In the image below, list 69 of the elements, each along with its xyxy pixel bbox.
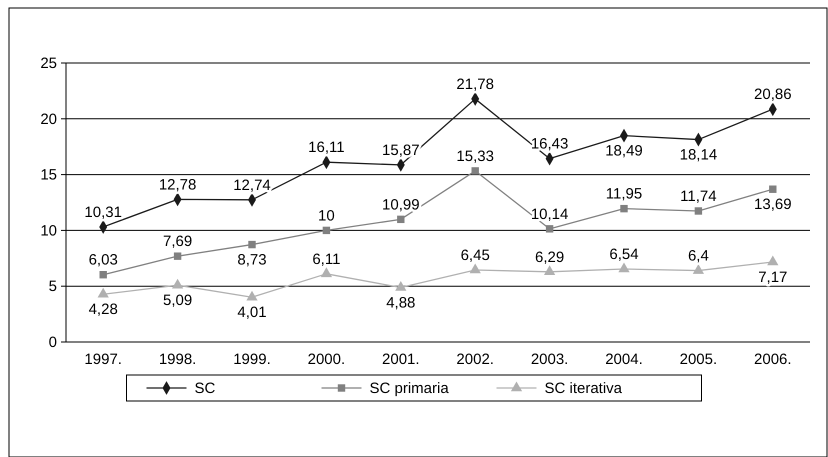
data-label: 4,28 — [88, 301, 118, 318]
data-label: 12,78 — [158, 176, 196, 194]
x-tick-label: 2005. — [680, 351, 718, 368]
data-label: 4,01 — [237, 304, 267, 322]
point — [248, 240, 256, 248]
y-tick-label: 15 — [40, 166, 57, 184]
point — [546, 225, 554, 233]
point — [620, 204, 628, 212]
data-label: 7,17 — [758, 268, 788, 286]
y-tick-label: 25 — [40, 55, 57, 72]
data-label: 6,29 — [535, 248, 564, 266]
data-label: 16,43 — [530, 136, 568, 153]
data-label: 21,78 — [456, 76, 494, 93]
y-tick-label: 5 — [48, 278, 57, 296]
x-tick-label: 1998. — [158, 351, 196, 368]
data-label: 13,69 — [754, 196, 792, 214]
data-label: 4,88 — [386, 294, 416, 312]
data-label: 10 — [318, 207, 335, 224]
point — [320, 267, 332, 278]
legend-label: SC primaria — [370, 380, 450, 397]
data-label: 10,14 — [530, 206, 568, 223]
data-label: 7,69 — [163, 233, 192, 250]
x-tick-label: 2001. — [382, 351, 420, 368]
data-label: 10,99 — [382, 196, 420, 214]
point — [544, 265, 556, 276]
y-tick-label: 10 — [40, 222, 57, 240]
point — [769, 186, 777, 193]
point — [172, 278, 184, 288]
point — [395, 281, 406, 291]
data-label: 10,31 — [84, 204, 122, 221]
point — [694, 207, 702, 215]
data-label: 6,45 — [460, 247, 490, 264]
data-label: 11,74 — [680, 188, 717, 205]
data-label: 6,4 — [688, 248, 709, 265]
y-tick-label: 0 — [48, 334, 57, 351]
point — [174, 252, 182, 260]
x-tick-label: 1999. — [233, 351, 271, 368]
data-label: 18,14 — [680, 146, 718, 164]
x-tick-label: 2003. — [530, 351, 568, 368]
point — [246, 290, 258, 300]
data-label: 6,54 — [609, 246, 639, 264]
point — [767, 255, 778, 266]
legend-label: SC — [194, 380, 216, 397]
data-label: 20,86 — [754, 86, 792, 104]
x-tick-label: 2002. — [456, 351, 494, 368]
point — [397, 216, 405, 224]
data-label: 6,03 — [88, 252, 118, 269]
point — [470, 264, 481, 274]
point — [692, 264, 704, 274]
legend-label: SC iterativa — [544, 380, 623, 397]
point — [98, 288, 109, 298]
x-tick-label: 2000. — [308, 351, 346, 368]
point — [471, 167, 479, 175]
data-label: 16,11 — [308, 139, 345, 156]
x-tick-label: 2004. — [605, 351, 643, 368]
y-tick-label: 20 — [40, 110, 57, 128]
data-label: 6,11 — [312, 250, 340, 268]
data-label: 8,73 — [237, 252, 267, 269]
point — [618, 262, 630, 272]
data-label: 18,49 — [605, 142, 643, 160]
data-label: 15,33 — [456, 148, 494, 165]
data-label: 12,74 — [233, 176, 271, 194]
point — [99, 270, 107, 278]
x-tick-label: 1997. — [84, 351, 122, 368]
data-label: 5,09 — [163, 292, 192, 310]
data-label: 15,87 — [382, 142, 420, 159]
point — [322, 226, 330, 234]
x-tick-label: 2006. — [754, 351, 792, 368]
data-label: 11,95 — [606, 186, 642, 203]
